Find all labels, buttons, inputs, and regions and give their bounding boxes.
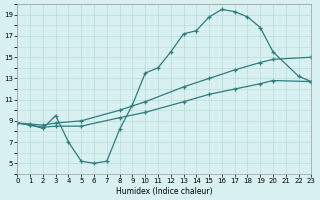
- X-axis label: Humidex (Indice chaleur): Humidex (Indice chaleur): [116, 187, 213, 196]
